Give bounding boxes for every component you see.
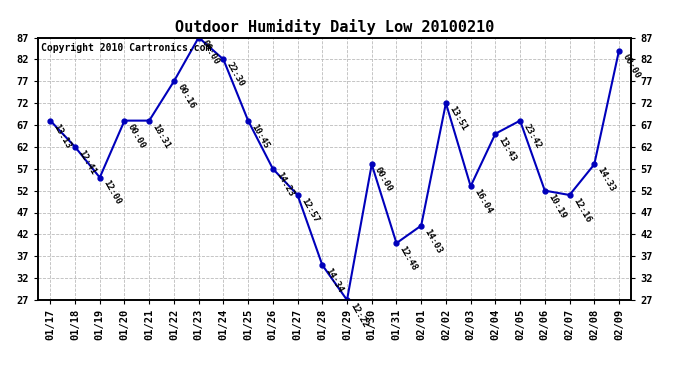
Text: 00:16: 00:16: [175, 82, 197, 110]
Text: 14:33: 14:33: [595, 166, 617, 194]
Text: Copyright 2010 Cartronics.com: Copyright 2010 Cartronics.com: [41, 43, 211, 53]
Text: 00:00: 00:00: [200, 39, 221, 67]
Text: 13:13: 13:13: [52, 122, 73, 150]
Text: 23:42: 23:42: [522, 122, 543, 150]
Text: 12:00: 12:00: [101, 179, 122, 207]
Text: 12:57: 12:57: [299, 196, 320, 224]
Text: 10:19: 10:19: [546, 192, 567, 220]
Text: 12:41: 12:41: [77, 148, 98, 176]
Text: 00:00: 00:00: [126, 122, 147, 150]
Text: 13:43: 13:43: [497, 135, 518, 163]
Text: 00:00: 00:00: [620, 52, 642, 80]
Text: 14:34: 14:34: [324, 266, 345, 294]
Text: 14:23: 14:23: [274, 170, 295, 198]
Text: 12:22: 12:22: [348, 302, 370, 329]
Text: 18:31: 18:31: [150, 122, 172, 150]
Text: 12:48: 12:48: [398, 244, 419, 272]
Text: 22:30: 22:30: [225, 61, 246, 88]
Text: 13:51: 13:51: [447, 105, 469, 132]
Text: 16:04: 16:04: [472, 188, 493, 215]
Text: 10:45: 10:45: [250, 122, 270, 150]
Title: Outdoor Humidity Daily Low 20100210: Outdoor Humidity Daily Low 20100210: [175, 19, 494, 35]
Text: 12:16: 12:16: [571, 196, 592, 224]
Text: 14:03: 14:03: [422, 227, 444, 255]
Text: 00:00: 00:00: [373, 166, 395, 194]
